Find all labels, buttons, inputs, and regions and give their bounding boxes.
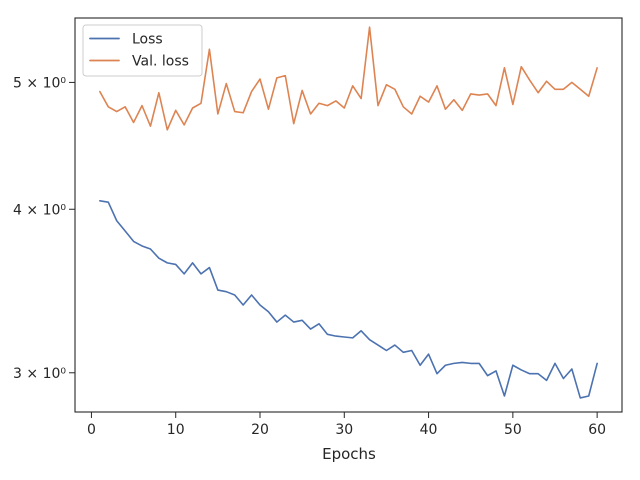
series-layer xyxy=(99,26,598,399)
x-tick-label: 0 xyxy=(87,422,96,438)
y-axis-ticks: 3 × 10⁰ 4 × 10⁰ 5 × 10⁰ xyxy=(13,75,75,382)
legend-label-loss: Loss xyxy=(132,32,163,48)
x-tick-label: 60 xyxy=(588,422,606,438)
plot-area xyxy=(74,17,623,413)
x-tick-label: 20 xyxy=(251,422,269,438)
y-tick-label: 3 × 10⁰ xyxy=(13,366,66,382)
x-tick-label: 40 xyxy=(420,422,438,438)
x-axis-ticks: 0 10 20 30 40 50 60 xyxy=(87,412,606,438)
x-tick-label: 30 xyxy=(335,422,353,438)
legend-label-val-loss: Val. loss xyxy=(132,54,189,70)
x-tick-label: 10 xyxy=(167,422,185,438)
x-tick-label: 50 xyxy=(504,422,522,438)
x-axis-label: Epochs xyxy=(322,445,376,463)
y-tick-label: 5 × 10⁰ xyxy=(13,75,66,91)
series-line-loss xyxy=(99,200,598,399)
legend: Loss Val. loss xyxy=(82,24,203,77)
y-tick-label: 4 × 10⁰ xyxy=(13,202,66,218)
series-line-val-loss xyxy=(99,26,598,131)
